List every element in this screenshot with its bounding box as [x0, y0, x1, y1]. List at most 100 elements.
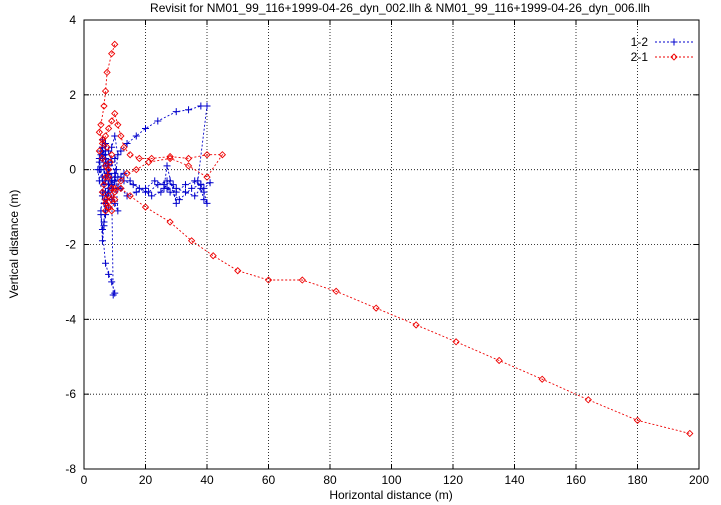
- x-tick-label: 80: [323, 473, 337, 487]
- data-point-1-2: [172, 199, 180, 207]
- data-point-1-2: [148, 192, 156, 200]
- data-point-2-1: [633, 416, 642, 424]
- data-point-2-1: [98, 136, 107, 144]
- data-point-2-1: [184, 154, 193, 163]
- series-line-2-1: [98, 44, 690, 434]
- y-axis-label: Vertical distance (m): [7, 190, 21, 299]
- data-point-1-2: [109, 291, 117, 299]
- data-point-2-1: [101, 173, 110, 181]
- x-axis: 0 20 40 60 80 100 120 140 160 180 200: [81, 20, 709, 487]
- data-point-2-1: [111, 188, 119, 196]
- data-point-1-2: [98, 226, 106, 234]
- data-point-2-1: [111, 40, 119, 48]
- data-point-2-1: [141, 203, 150, 211]
- data-point-2-1: [108, 195, 116, 204]
- chart-title: Revisit for NM01_99_116+1999-04-26_dyn_0…: [150, 1, 650, 15]
- data-point-1-2: [169, 181, 177, 189]
- data-point-1-2: [111, 289, 119, 297]
- data-point-2-1: [203, 173, 211, 181]
- data-point-2-1: [101, 132, 110, 140]
- data-point-1-2: [154, 181, 162, 189]
- data-point-1-2: [206, 179, 214, 187]
- data-point-2-1: [126, 192, 134, 200]
- data-point-1-2: [154, 117, 162, 125]
- grid: [84, 20, 699, 469]
- data-point-2-1: [144, 158, 153, 166]
- data-point-2-1: [108, 207, 116, 215]
- data-point-2-1: [108, 117, 116, 125]
- x-tick-label: 20: [139, 473, 153, 487]
- data-point-1-2: [132, 132, 140, 140]
- data-point-2-1: [166, 218, 174, 226]
- data-point-2-1: [108, 184, 116, 193]
- data-point-2-1: [218, 151, 227, 159]
- y-axis: -8 -6 -4 -2 0 2 4: [65, 13, 699, 476]
- data-point-1-2: [135, 184, 143, 192]
- data-point-2-1: [264, 276, 273, 284]
- data-point-2-1: [98, 154, 107, 163]
- data-point-1-2: [172, 108, 180, 116]
- x-tick-label: 200: [689, 473, 709, 487]
- data-point-2-1: [103, 143, 111, 151]
- data-point-1-2: [163, 177, 171, 185]
- series-2-1: [95, 40, 694, 438]
- legend-marker-2-1: [670, 53, 678, 61]
- data-point-1-2: [200, 196, 208, 204]
- data-point-2-1: [132, 166, 140, 174]
- data-point-1-2: [100, 218, 108, 226]
- data-point-2-1: [95, 128, 104, 136]
- data-point-1-2: [163, 162, 171, 170]
- data-point-2-1: [100, 180, 108, 189]
- data-point-1-2: [188, 184, 196, 192]
- data-point-2-1: [584, 396, 592, 404]
- data-point-1-2: [191, 177, 199, 185]
- data-point-2-1: [104, 192, 113, 200]
- data-point-1-2: [114, 151, 122, 159]
- data-point-2-1: [97, 121, 105, 129]
- data-point-1-2: [108, 278, 116, 286]
- data-point-1-2: [105, 188, 113, 196]
- legend: 1-2 2-1: [631, 35, 693, 64]
- data-point-1-2: [175, 196, 183, 204]
- y-tick-label: -6: [65, 387, 76, 401]
- data-point-2-1: [298, 276, 306, 284]
- data-point-2-1: [686, 429, 694, 438]
- data-point-1-2: [108, 181, 116, 189]
- data-point-2-1: [209, 252, 217, 260]
- x-tick-label: 180: [627, 473, 647, 487]
- data-point-2-1: [98, 188, 107, 196]
- data-point-2-1: [104, 124, 113, 133]
- data-point-2-1: [111, 109, 119, 118]
- y-tick-label: -2: [65, 238, 76, 252]
- data-point-1-2: [197, 181, 205, 189]
- data-point-2-1: [100, 102, 108, 110]
- data-point-1-2: [102, 259, 110, 267]
- data-point-2-1: [117, 177, 125, 185]
- data-point-2-1: [111, 184, 119, 193]
- data-point-2-1: [101, 195, 110, 204]
- data-point-2-1: [203, 151, 211, 159]
- x-tick-label: 0: [81, 473, 88, 487]
- data-point-2-1: [166, 152, 174, 161]
- legend-marker-1-2: [670, 38, 678, 46]
- data-point-2-1: [104, 166, 113, 174]
- data-point-2-1: [412, 321, 420, 329]
- y-tick-label: 4: [69, 13, 76, 27]
- legend-label-1-2: 1-2: [631, 35, 649, 49]
- data-point-2-1: [95, 147, 104, 155]
- x-tick-label: 100: [381, 473, 401, 487]
- data-point-2-1: [106, 158, 114, 166]
- data-point-1-2: [129, 181, 137, 189]
- data-point-1-2: [98, 237, 106, 245]
- data-point-2-1: [104, 173, 113, 181]
- data-point-2-1: [187, 237, 196, 245]
- data-point-1-2: [160, 181, 168, 189]
- data-point-1-2: [157, 188, 165, 196]
- data-point-2-1: [126, 151, 134, 159]
- data-point-1-2: [151, 177, 159, 185]
- data-point-2-1: [111, 195, 119, 204]
- data-point-2-1: [120, 143, 128, 151]
- x-tick-label: 60: [262, 473, 276, 487]
- data-point-2-1: [108, 50, 116, 58]
